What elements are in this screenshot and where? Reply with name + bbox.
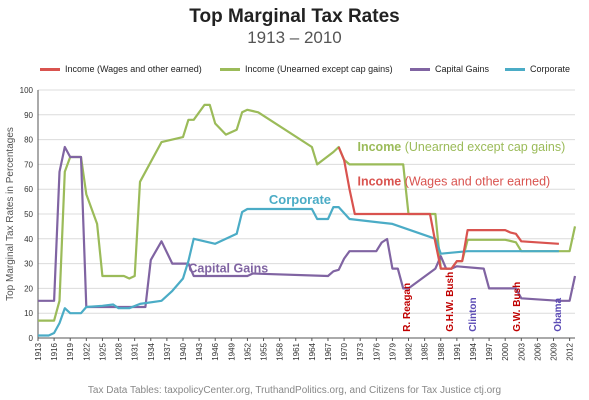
legend-label-unearned: Income (Unearned except cap gains)	[245, 64, 393, 74]
president-annotation: Obama	[553, 297, 564, 331]
y-tick-label: 10	[24, 309, 33, 318]
legend-label-wages: Income (Wages and other earned)	[65, 64, 202, 74]
x-tick-label: 1967	[324, 342, 333, 360]
legend-swatch-wages	[40, 67, 60, 71]
chart-legend: Income (Wages and other earned) Income (…	[40, 64, 580, 80]
x-tick-label: 1922	[82, 342, 91, 360]
legend-swatch-unearned	[220, 67, 240, 71]
y-tick-label: 90	[24, 111, 33, 120]
x-tick-label: 2006	[533, 342, 542, 360]
x-tick-label: 1973	[356, 342, 365, 360]
label-income-unearned: Income (Unearned except cap gains)	[358, 140, 566, 154]
chart-subtitle: 1913 – 2010	[247, 28, 342, 47]
series-income-wages	[337, 146, 559, 270]
x-tick-label: 1985	[421, 342, 430, 360]
president-annotation: G.H.W. Bush	[445, 272, 456, 332]
y-tick-label: 40	[24, 235, 33, 244]
y-axis-label: Top Marginal Tax Rates in Percentages	[5, 127, 16, 301]
x-tick-label: 1955	[260, 342, 269, 360]
y-tick-label: 60	[24, 185, 33, 194]
y-tick-label: 70	[24, 160, 33, 169]
x-tick-label: 1919	[66, 342, 75, 360]
y-tick-label: 80	[24, 136, 33, 145]
x-tick-label: 1913	[34, 342, 43, 360]
x-tick-label: 1916	[50, 342, 59, 360]
x-tick-label: 1961	[292, 342, 301, 360]
label-corporate: Corporate	[269, 192, 331, 207]
president-annotation: R. Reagan	[402, 283, 413, 332]
y-tick-label: 50	[24, 210, 33, 219]
y-tick-label: 100	[20, 86, 34, 95]
x-tick-label: 1994	[469, 342, 478, 360]
x-tick-label: 2003	[517, 342, 526, 360]
president-annotation: Clinton	[468, 297, 479, 331]
x-tick-label: 2009	[550, 342, 559, 360]
x-tick-label: 1940	[179, 342, 188, 360]
legend-item-unearned: Income (Unearned except cap gains)	[220, 64, 393, 74]
label-income-unearned-prefix: Income	[358, 140, 402, 154]
label-income-wages-suffix: (Wages and other earned)	[401, 174, 550, 188]
x-tick-label: 1946	[211, 342, 220, 360]
series-corporate	[38, 206, 559, 337]
legend-label-corporate: Corporate	[530, 64, 571, 74]
source-note: Tax Data Tables: taxpolicyCenter.org, Tr…	[87, 385, 502, 396]
label-capital-gains: Capital Gains	[188, 261, 268, 275]
x-tick-label: 1937	[163, 342, 172, 360]
y-tick-label: 30	[24, 260, 33, 269]
legend-label-capital-gains: Capital Gains	[435, 64, 490, 74]
x-tick-label: 1979	[388, 342, 397, 360]
legend-item-capital-gains: Capital Gains	[410, 64, 489, 74]
chart-title: Top Marginal Tax Rates	[189, 6, 400, 27]
president-annotation: G.W. Bush	[512, 282, 523, 332]
x-tick-label: 1943	[195, 342, 204, 360]
x-tick-label: 1982	[405, 342, 414, 360]
x-tick-label: 1928	[115, 342, 124, 360]
label-income-wages-prefix: Income	[358, 174, 402, 188]
x-tick-label: 1934	[147, 342, 156, 360]
x-tick-label: 1949	[227, 342, 236, 360]
x-tick-label: 2000	[501, 342, 510, 360]
x-tick-label: 1976	[372, 342, 381, 360]
x-tick-label: 1970	[340, 342, 349, 360]
y-tick-label: 20	[24, 284, 33, 293]
legend-item-wages: Income (Wages and other earned)	[40, 64, 202, 74]
x-tick-label: 1997	[485, 342, 494, 360]
x-tick-label: 1952	[243, 342, 252, 360]
legend-swatch-corporate	[505, 67, 525, 71]
x-tick-label: 1958	[276, 342, 285, 360]
series-capital-gains	[38, 145, 577, 309]
label-income-unearned-suffix: (Unearned except cap gains)	[401, 140, 565, 154]
label-income-wages: Income (Wages and other earned)	[358, 174, 551, 188]
x-tick-label: 1931	[131, 342, 140, 360]
x-tick-label: 1991	[453, 342, 462, 360]
x-tick-label: 1925	[98, 342, 107, 360]
x-tick-label: 1988	[437, 342, 446, 360]
x-tick-label: 1964	[308, 342, 317, 360]
x-tick-label: 2012	[566, 342, 575, 360]
legend-swatch-capital-gains	[410, 67, 430, 71]
legend-item-corporate: Corporate	[505, 64, 570, 74]
y-tick-label: 0	[29, 334, 34, 343]
